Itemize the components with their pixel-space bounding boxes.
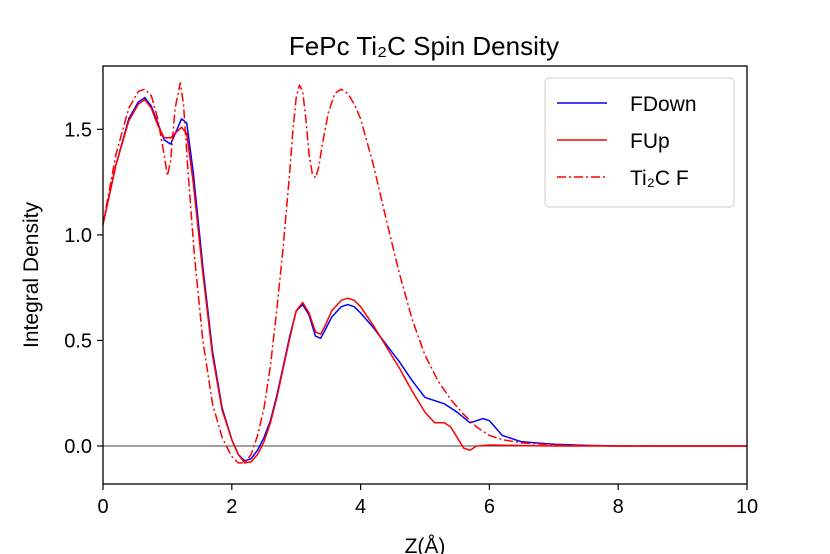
legend-label-2: Ti₂C F [630,167,689,190]
x-axis-label: Z(Å) [405,535,446,554]
legend-label-1: FUp [630,130,670,153]
y-tick-label: 1.5 [64,119,92,141]
legend: FDown FUp Ti₂C F [544,77,735,208]
x-tick-label: 4 [355,496,366,518]
x-tick-label: 2 [226,496,237,518]
series-line-1 [102,99,747,464]
series-line-0 [102,96,747,462]
plot-area [102,82,747,464]
x-tick-label: 6 [484,496,495,518]
legend-label-0: FDown [630,93,697,116]
legend-box [544,77,735,208]
x-axis: 0 2 4 6 8 10 [97,484,758,518]
chart-title: FePc Ti₂C Spin Density [289,31,559,61]
x-tick-label: 8 [613,496,624,518]
y-tick-label: 1.0 [64,225,92,247]
x-tick-label: 0 [97,496,108,518]
series-line-2 [102,82,747,464]
y-tick-label: 0.5 [64,330,92,352]
y-tick-label: 0.0 [64,436,92,458]
x-tick-label: 10 [736,496,758,518]
y-axis-label: Integral Density [20,202,43,348]
plot-frame [102,65,748,485]
y-axis: 0.0 0.5 1.0 1.5 [64,119,103,458]
